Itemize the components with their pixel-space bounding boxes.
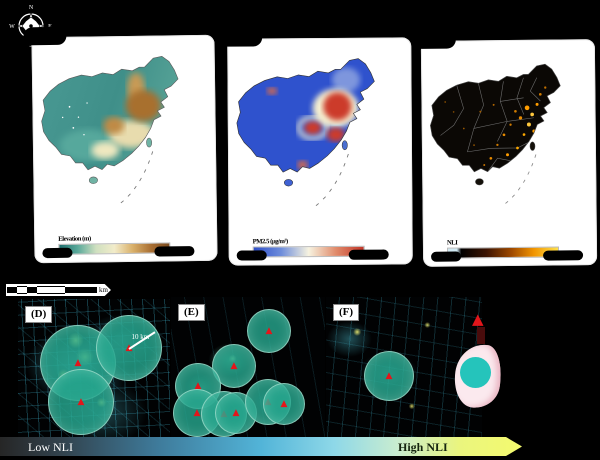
- station-marker-icon: ▲: [77, 396, 85, 407]
- colorbar-c-tick-blob-right: [543, 250, 584, 261]
- colorbar-b-title: PM2.5 (µg/m³): [252, 237, 288, 246]
- scale-segment: [27, 287, 37, 293]
- station-marker-icon: ▲: [74, 357, 82, 368]
- legend-stem: [477, 327, 485, 344]
- colorbar-b-tick-blob-right: [348, 249, 389, 260]
- station-marker-icon: ▲: [193, 407, 201, 418]
- buffer-circle: ▲: [263, 383, 305, 425]
- night-light-panel-d: ▲ ▲ ▲ 10 km (D): [18, 299, 170, 437]
- map-scale-bar: km: [6, 284, 111, 296]
- compass-s-label: S: [29, 43, 32, 48]
- night-light-panel-e: ▲ ▲ ▲ ▲ ▲ ▲ ▲ ▲ (E): [171, 297, 325, 437]
- china-elevation-map: [40, 56, 180, 205]
- panel-d-label: (D): [25, 306, 53, 323]
- nli-high-label: High NLI: [398, 440, 448, 454]
- scale-segment: [7, 287, 17, 293]
- station-marker-icon: ▲: [232, 407, 240, 418]
- colorbar-a-tick-blob-left: [42, 247, 73, 259]
- buffer-circle: ▲: [247, 309, 291, 353]
- panel-f-label: (F): [333, 304, 360, 321]
- nli-low-label: Low NLI: [28, 440, 73, 454]
- colorbar-c-tick-blob-left: [431, 251, 462, 262]
- scale-segment: [17, 286, 27, 294]
- map-panel-a: (A) Elevation (m): [23, 26, 218, 264]
- colorbar-c-title: NLI: [446, 238, 458, 247]
- colorbar-c: NLI: [431, 238, 584, 262]
- colorbar-b: PM2.5 (µg/m³): [236, 237, 389, 261]
- station-marker-icon: ▲: [194, 380, 202, 391]
- symbol-legend: ▲: [450, 308, 512, 418]
- station-marker-icon: ▲: [265, 325, 273, 336]
- buffer-circle: ▲: [48, 369, 114, 435]
- colorbar-b-tick-blob-left: [236, 250, 267, 261]
- panel-e-label: (E): [178, 304, 205, 321]
- station-marker-icon: ▲: [230, 360, 238, 371]
- station-marker-icon: ▲: [385, 370, 393, 381]
- nli-gradient-bar: [0, 437, 522, 456]
- legend-station-marker-icon: ▲: [472, 310, 484, 328]
- china-pm25-map: [236, 58, 375, 208]
- scale-segment: [65, 287, 97, 293]
- legend-buffer-circle: [460, 357, 491, 388]
- buffer-radius-label: 10 km: [131, 332, 150, 341]
- map-panel-c: (C): [412, 30, 598, 267]
- compass-n-label: N: [29, 5, 34, 11]
- colorbar-a-title: Elevation (m): [58, 234, 91, 243]
- buffer-circle: ▲ 10 km: [96, 315, 162, 381]
- colorbar-a-gradient: [58, 242, 171, 255]
- buffer-circle: ▲: [364, 351, 414, 401]
- map-panel-b: (B) PM2.5 (µg/m³): [219, 28, 413, 266]
- scale-segment: [37, 286, 65, 294]
- scale-bar-unit: km: [99, 286, 108, 294]
- china-ntl-map: [429, 63, 562, 206]
- compass-w-label: W: [9, 24, 15, 30]
- colorbar-a: Elevation (m): [42, 233, 195, 259]
- station-marker-icon: ▲: [280, 398, 288, 409]
- colorbar-a-tick-blob-right: [154, 246, 195, 257]
